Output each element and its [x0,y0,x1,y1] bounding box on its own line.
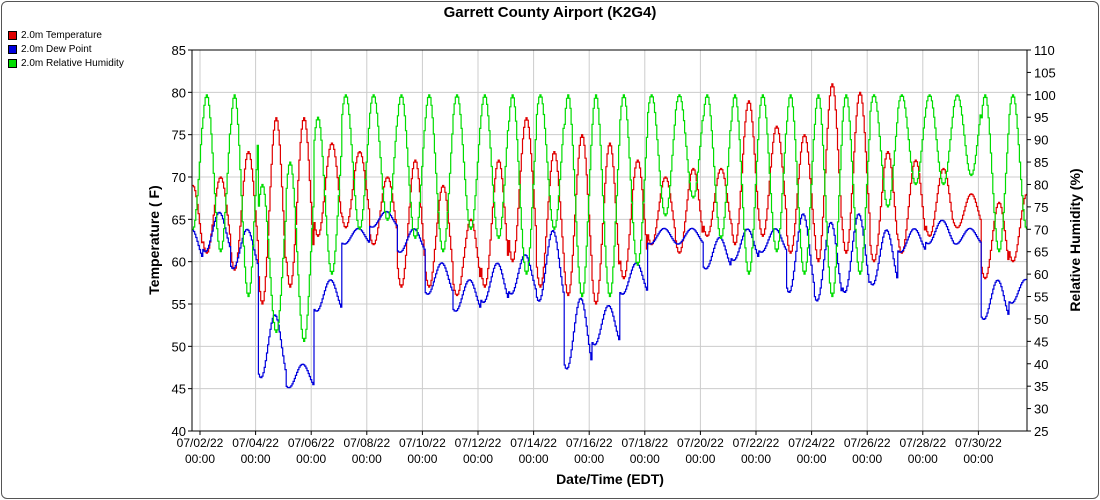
y-tick-label: 50 [172,339,186,354]
x-tick-time: 00:00 [352,452,382,466]
dew-point-swatch [8,44,17,54]
x-tick-date: 07/18/22 [621,436,668,450]
x-tick-date: 07/28/22 [899,436,946,450]
y-tick-label: 80 [172,85,186,100]
x-tick-date: 07/14/22 [510,436,557,450]
x-tick-time: 00:00 [908,452,938,466]
x-tick-time: 00:00 [630,452,660,466]
legend-item-temperature: 2.0m Temperature [8,28,124,42]
y2-tick-label: 90 [1034,133,1048,148]
y2-tick-label: 75 [1034,200,1048,215]
x-tick-time: 00:00 [241,452,271,466]
y-tick-label: 45 [172,382,186,397]
y2-tick-label: 85 [1034,155,1048,170]
x-tick-date: 07/08/22 [343,436,390,450]
y2-axis-label: Relative Humidity (%) [1067,168,1083,311]
series-line-dew-point [192,210,1027,389]
y-tick-label: 75 [172,128,186,143]
y2-tick-label: 105 [1034,65,1056,80]
series-layer [192,83,1027,389]
x-axis-label: Date/Time (EDT) [556,471,664,487]
x-tick-date: 07/12/22 [455,436,502,450]
x-tick-date: 07/24/22 [788,436,835,450]
x-tick-time: 00:00 [741,452,771,466]
series-line-temperature [192,83,1027,305]
y-tick-label: 55 [172,297,186,312]
x-tick-date: 07/04/22 [232,436,279,450]
x-tick-date: 07/26/22 [844,436,891,450]
x-tick-date: 07/30/22 [955,436,1002,450]
legend-item-relative-humidity: 2.0m Relative Humidity [8,56,124,70]
y2-tick-label: 65 [1034,245,1048,260]
legend: 2.0m Temperature 2.0m Dew Point 2.0m Rel… [8,28,124,70]
x-tick-date: 07/10/22 [399,436,446,450]
legend-item-dew-point: 2.0m Dew Point [8,42,124,56]
series-line-relative-humidity [192,94,1027,342]
legend-label-dew-point: 2.0m Dew Point [21,43,92,55]
relative-humidity-swatch [8,58,17,68]
y2-tick-label: 110 [1034,43,1055,58]
y-tick-label: 65 [172,212,186,227]
axes: 40 45 50 55 60 65 70 75 80 85 25 30 35 40 45 50 55 60 65 70… [172,43,1056,466]
x-tick-time: 00:00 [685,452,715,466]
x-tick-time: 00:00 [407,452,437,466]
chart-title: Garrett County Airport (K2G4) [443,4,657,21]
y-axis-label: Temperature ( F) [146,185,162,294]
x-tick-time: 00:00 [797,452,827,466]
y2-tick-label: 100 [1034,88,1056,103]
plot-area [191,49,1028,432]
grid [192,49,1027,432]
y2-tick-label: 60 [1034,267,1048,282]
y2-tick-label: 40 [1034,357,1048,372]
y2-tick-label: 50 [1034,312,1048,327]
y2-tick-label: 95 [1034,110,1048,125]
y2-tick-label: 25 [1034,424,1048,439]
y-tick-label: 85 [172,43,186,58]
y2-tick-label: 45 [1034,334,1048,349]
y-tick-label: 40 [172,424,186,439]
x-tick-time: 00:00 [574,452,604,466]
x-tick-date: 07/22/22 [733,436,780,450]
x-tick-time: 00:00 [185,452,215,466]
x-tick-time: 00:00 [963,452,993,466]
x-tick-time: 00:00 [296,452,326,466]
x-tick-date: 07/16/22 [566,436,613,450]
temperature-swatch [8,30,17,40]
x-tick-time: 00:00 [463,452,493,466]
x-tick-time: 00:00 [852,452,882,466]
y2-tick-label: 55 [1034,290,1048,305]
x-tick-time: 00:00 [519,452,549,466]
y2-tick-label: 80 [1034,177,1048,192]
y-tick-label: 70 [172,170,186,185]
x-tick-date: 07/20/22 [677,436,724,450]
y2-tick-label: 70 [1034,222,1048,237]
legend-label-relative-humidity: 2.0m Relative Humidity [21,57,124,69]
x-tick-date: 07/02/22 [177,436,224,450]
y2-tick-label: 35 [1034,379,1048,394]
y2-tick-label: 30 [1034,402,1048,417]
legend-label-temperature: 2.0m Temperature [21,29,102,41]
y-tick-label: 60 [172,255,186,270]
x-tick-date: 07/06/22 [288,436,335,450]
